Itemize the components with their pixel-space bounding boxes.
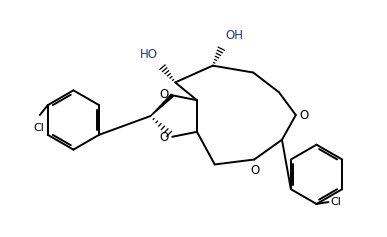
Text: O: O	[159, 88, 168, 101]
Text: O: O	[159, 131, 168, 144]
Text: Cl: Cl	[33, 123, 44, 133]
Text: O: O	[300, 109, 309, 122]
Text: Cl: Cl	[330, 197, 341, 207]
Polygon shape	[151, 94, 173, 116]
Text: HO: HO	[139, 48, 158, 61]
Text: O: O	[251, 164, 260, 178]
Text: OH: OH	[226, 29, 244, 42]
